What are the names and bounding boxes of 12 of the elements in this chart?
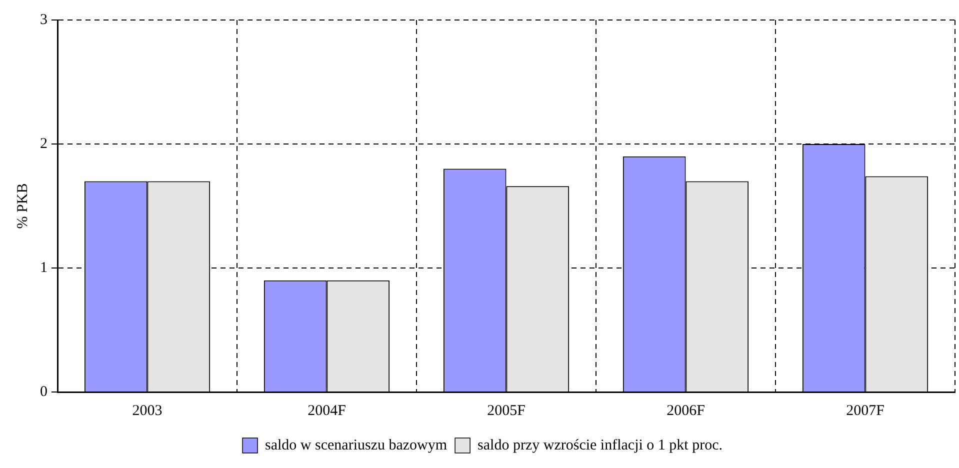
x-tick-label: 2004F <box>308 402 346 419</box>
x-tick-label: 2006F <box>666 402 705 419</box>
y-tick-label: 0 <box>40 384 48 400</box>
y-tick-label: 2 <box>40 136 48 152</box>
legend-label: saldo w scenariuszu bazowym <box>265 437 448 454</box>
x-tick-label: 2007F <box>846 402 884 419</box>
y-tick-label: 1 <box>40 260 48 276</box>
y-tick-label: 3 <box>40 12 48 28</box>
x-tick-label: 2003 <box>132 402 162 419</box>
legend-label: saldo przy wzroście inflacji o 1 pkt proc. <box>478 437 722 454</box>
x-tick-label: 2005F <box>487 402 526 419</box>
y-axis-title: % PKB <box>14 183 31 229</box>
